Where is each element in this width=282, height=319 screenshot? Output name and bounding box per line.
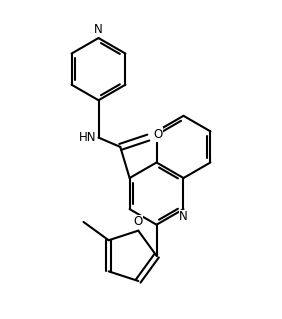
Text: N: N: [94, 23, 103, 36]
Text: HN: HN: [79, 131, 96, 144]
Text: O: O: [134, 215, 143, 228]
Text: N: N: [179, 211, 188, 223]
Text: O: O: [153, 128, 162, 141]
